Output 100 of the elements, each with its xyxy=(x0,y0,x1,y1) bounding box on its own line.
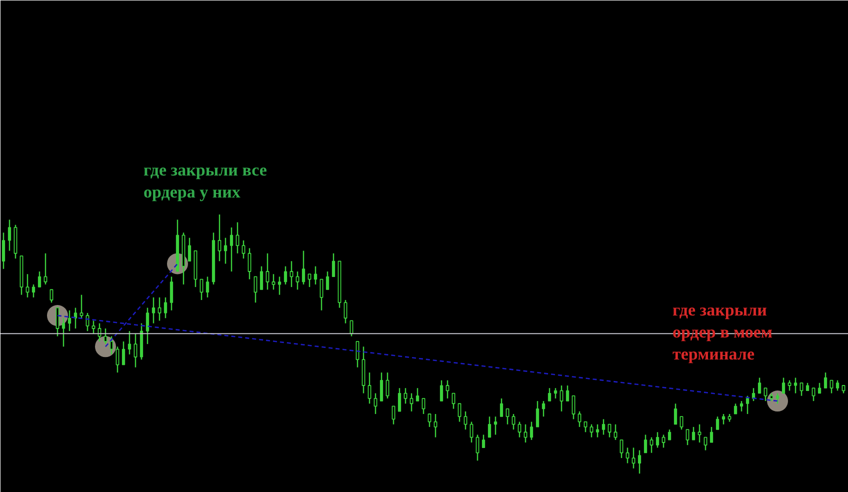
candlestick xyxy=(332,252,336,278)
candlestick xyxy=(158,296,162,322)
candlestick xyxy=(674,403,678,425)
candlestick xyxy=(68,310,72,332)
candlestick xyxy=(302,250,306,286)
candlestick xyxy=(644,434,648,454)
text: где закрыли все ордера у них xyxy=(144,160,268,202)
candlestick xyxy=(722,413,726,425)
candlestick xyxy=(470,421,474,444)
candlestick xyxy=(146,307,150,345)
candlestick xyxy=(164,296,168,319)
candlestick xyxy=(74,307,78,330)
candlestick xyxy=(422,398,426,415)
candlestick xyxy=(494,416,498,436)
candlestick xyxy=(122,340,126,366)
candlestick xyxy=(596,424,600,438)
candlestick xyxy=(224,237,228,264)
candlestick xyxy=(620,439,624,459)
candlestick xyxy=(542,400,546,418)
candlestick xyxy=(440,380,444,402)
candlestick xyxy=(170,276,174,311)
candlestick xyxy=(434,413,438,438)
candlestick xyxy=(44,252,48,286)
candlestick xyxy=(740,400,744,412)
candlestick xyxy=(530,421,534,441)
candlestick xyxy=(410,392,414,412)
candlestick xyxy=(38,270,42,288)
candlestick xyxy=(776,392,780,404)
candlestick xyxy=(464,410,468,430)
candlestick xyxy=(488,416,492,438)
candlestick xyxy=(632,447,636,470)
candlestick xyxy=(650,436,654,454)
candlestick xyxy=(416,387,420,402)
candlestick xyxy=(638,450,642,474)
candlestick xyxy=(80,294,84,319)
candlestick xyxy=(230,226,234,272)
candlestick xyxy=(206,276,210,298)
candlestick xyxy=(692,426,696,441)
candlestick xyxy=(32,284,36,298)
candlestick xyxy=(602,418,606,436)
candlestick xyxy=(62,318,66,348)
candlestick xyxy=(584,421,588,433)
candlestick xyxy=(326,270,330,290)
candlestick xyxy=(764,387,768,402)
candlestick xyxy=(824,372,828,389)
candlestick xyxy=(512,413,516,430)
candlestick xyxy=(272,273,276,290)
candlestick xyxy=(710,426,714,444)
candlestick xyxy=(308,273,312,288)
candlestick xyxy=(368,372,372,404)
candlestick xyxy=(284,266,288,286)
candlestick xyxy=(2,232,6,270)
candlestick xyxy=(614,424,618,441)
candlestick xyxy=(818,382,822,394)
candlestick xyxy=(716,416,720,430)
candlestick xyxy=(668,428,672,441)
candlestick xyxy=(278,276,282,296)
candlestick xyxy=(758,377,762,394)
candlestick xyxy=(656,432,660,448)
candlestick xyxy=(836,380,840,392)
candlestick xyxy=(662,434,666,448)
candlestick xyxy=(698,424,702,444)
candlestick xyxy=(152,296,156,324)
candlestick xyxy=(782,377,786,394)
candlestick xyxy=(104,328,108,345)
candlestick xyxy=(482,434,486,448)
candlestick xyxy=(626,447,630,464)
candlestick xyxy=(266,252,270,290)
candlestick xyxy=(794,377,798,394)
candlestick xyxy=(134,333,138,368)
candlestick xyxy=(380,372,384,402)
candlestick xyxy=(26,273,30,298)
candlestick xyxy=(128,330,132,356)
candlestick xyxy=(296,270,300,290)
candlestick xyxy=(560,384,564,412)
candlestick xyxy=(680,416,684,430)
candlestick xyxy=(566,384,570,402)
candlestick xyxy=(590,424,594,438)
candlestick xyxy=(92,320,96,334)
candlestick xyxy=(314,266,318,286)
candlestick xyxy=(524,424,528,444)
candlestick xyxy=(290,260,294,288)
candlestick xyxy=(404,387,408,404)
candlestick xyxy=(686,428,690,446)
candlestick xyxy=(398,387,402,412)
candlestick xyxy=(260,266,264,290)
candlestick xyxy=(458,403,462,422)
candlestick xyxy=(554,387,558,400)
candlestick xyxy=(788,380,792,392)
candlestick xyxy=(188,237,192,262)
candlestick xyxy=(50,289,54,304)
candlestick xyxy=(734,403,738,415)
candlestick xyxy=(500,398,504,418)
candlestick xyxy=(242,240,246,260)
candlestick xyxy=(548,387,552,402)
candlestick xyxy=(8,219,12,252)
candlestick xyxy=(536,400,540,428)
candlestick xyxy=(746,395,750,415)
candlestick xyxy=(446,380,450,400)
candlestick xyxy=(812,387,816,402)
